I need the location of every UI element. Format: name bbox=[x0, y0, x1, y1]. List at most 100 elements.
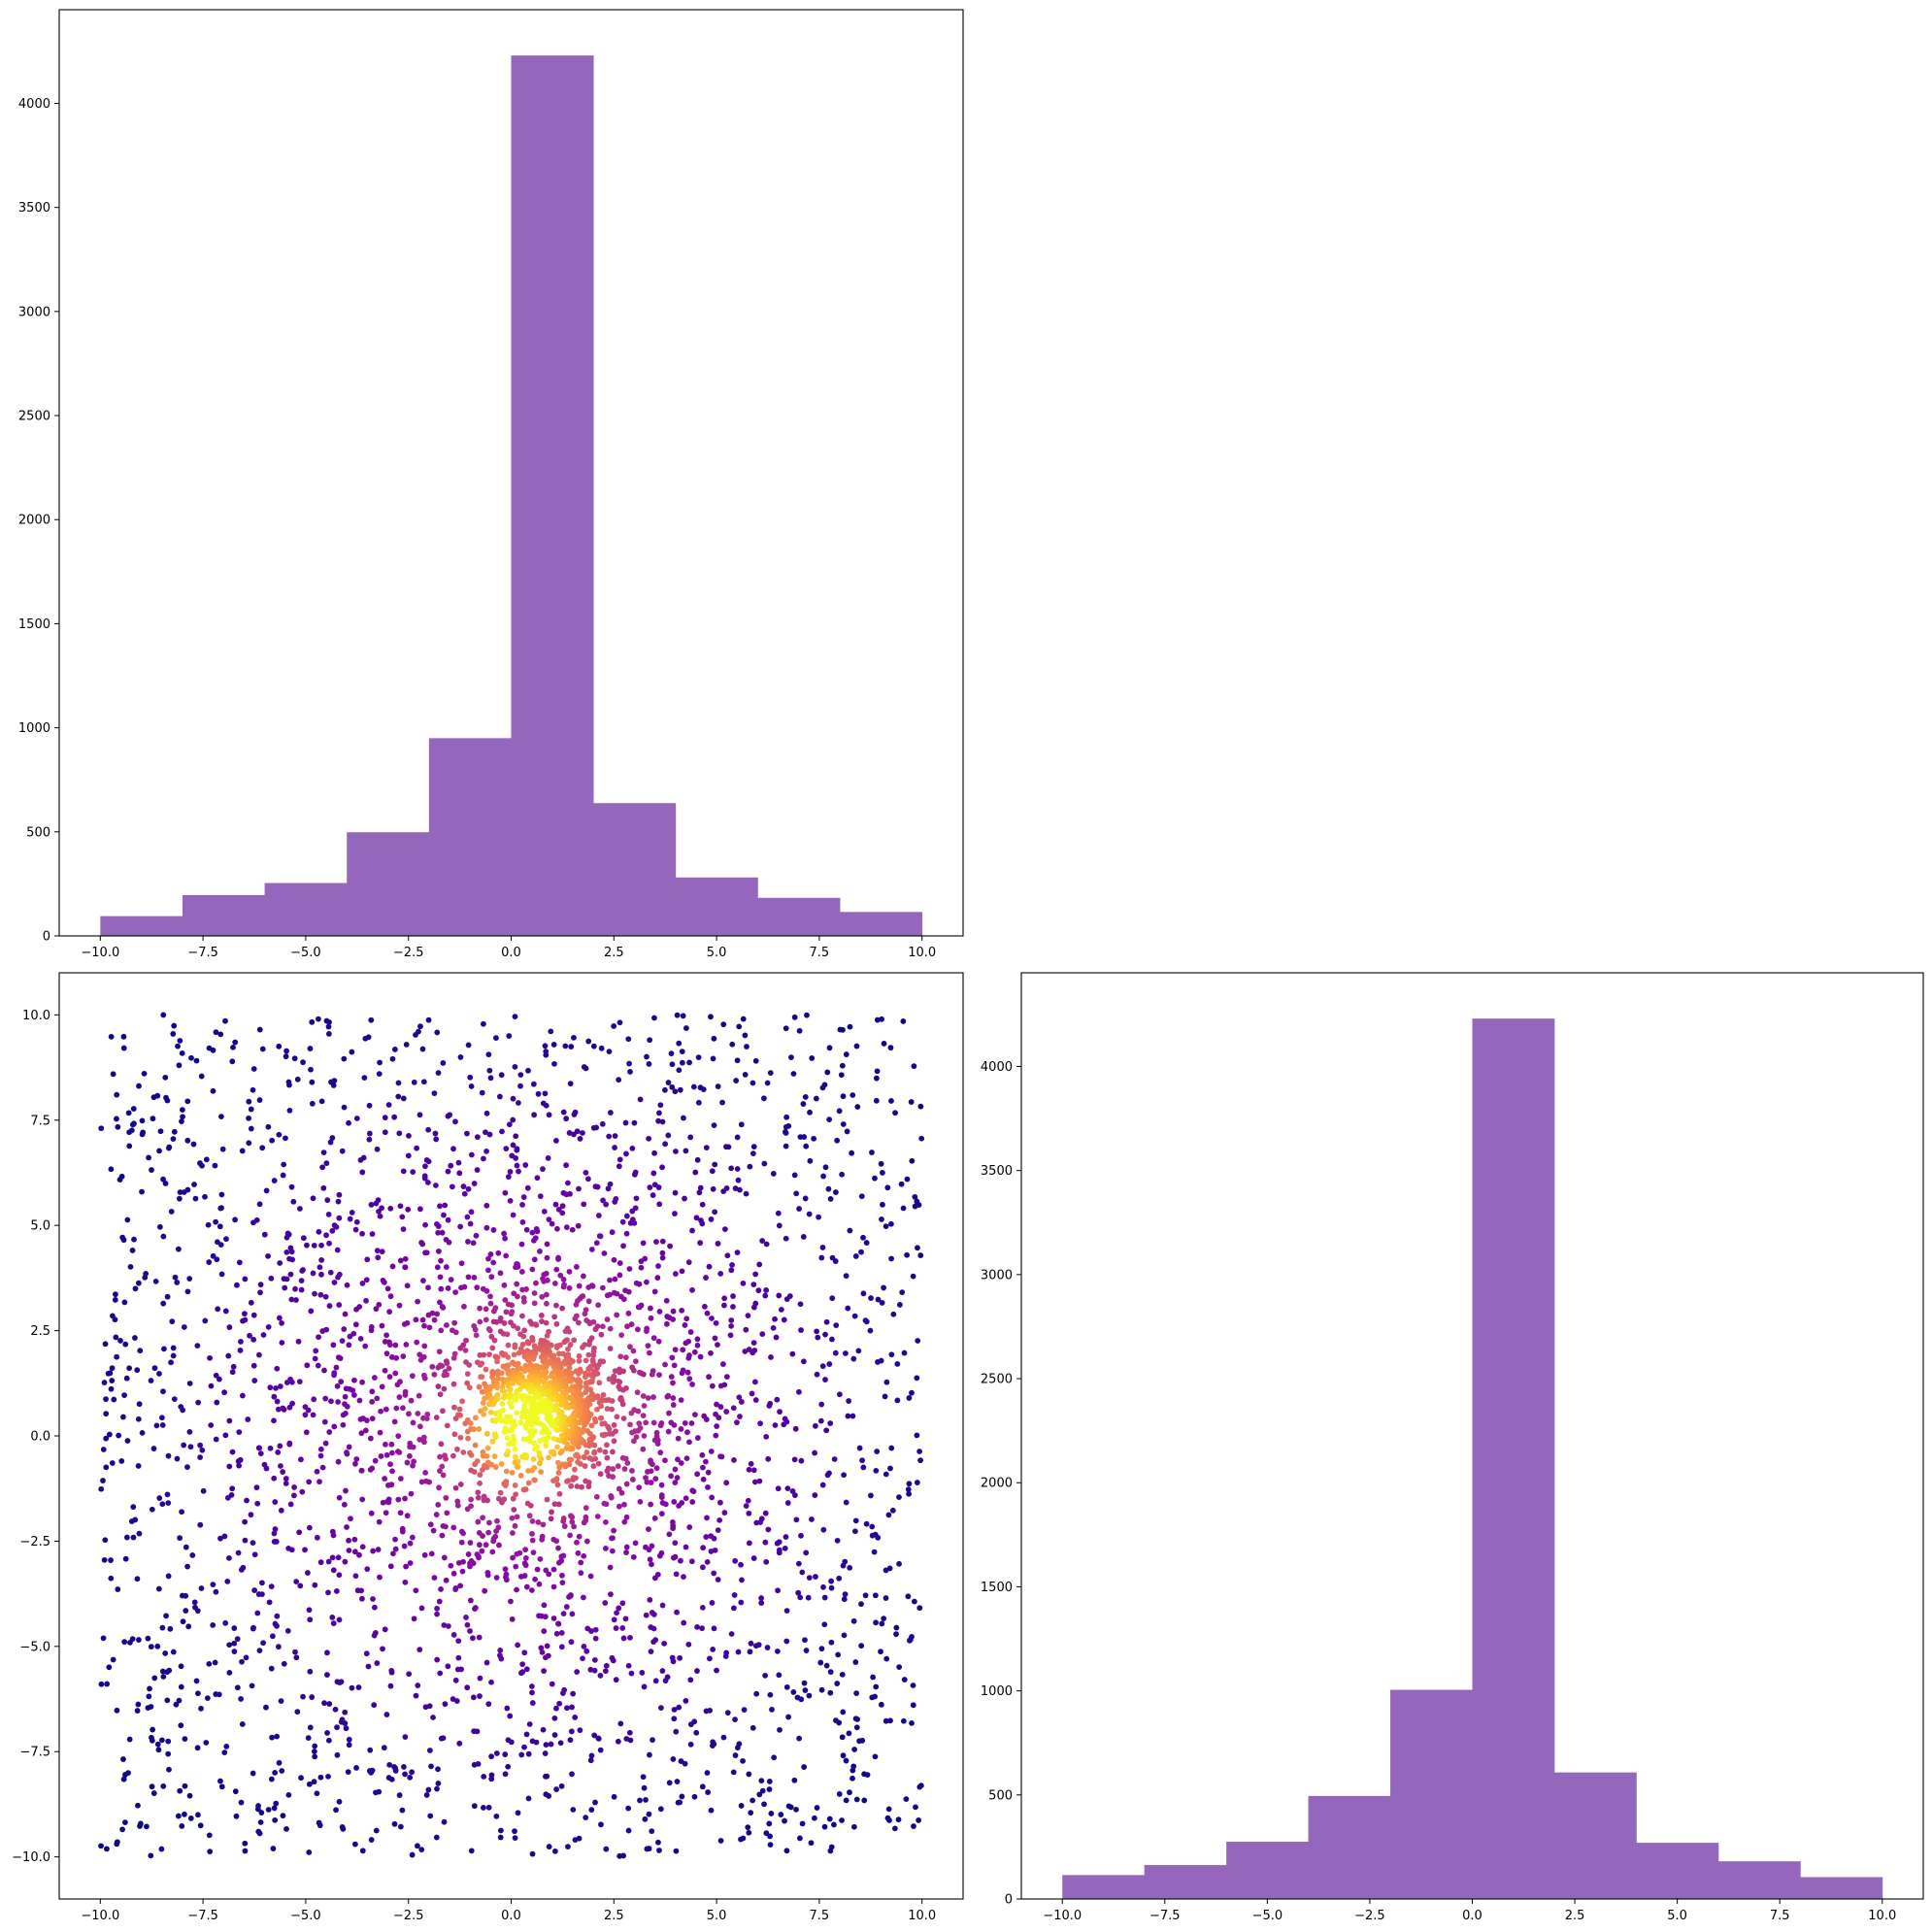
scatter-point bbox=[503, 1146, 510, 1151]
scatter-point bbox=[527, 1388, 534, 1395]
scatter-point bbox=[369, 1398, 376, 1405]
scatter-point bbox=[132, 1335, 138, 1341]
scatter-point bbox=[602, 1600, 609, 1606]
scatter-point bbox=[156, 1495, 163, 1501]
scatter-point bbox=[260, 1640, 266, 1647]
scatter-point bbox=[410, 1419, 416, 1426]
scatter-point bbox=[576, 1282, 583, 1289]
scatter-point bbox=[508, 1404, 515, 1411]
scatter-point bbox=[128, 1127, 135, 1134]
scatter-point bbox=[746, 1510, 752, 1516]
scatter-point bbox=[588, 1807, 595, 1814]
scatter-point bbox=[218, 1271, 225, 1278]
scatter-point bbox=[103, 1435, 110, 1442]
scatter-point bbox=[434, 1264, 441, 1271]
scatter-point bbox=[213, 1029, 219, 1036]
scatter-point bbox=[850, 1763, 857, 1770]
scatter-point bbox=[338, 1379, 345, 1385]
scatter-point bbox=[222, 1619, 229, 1626]
scatter-point bbox=[283, 1476, 289, 1482]
scatter-point bbox=[165, 1452, 172, 1459]
scatter-point bbox=[101, 1380, 108, 1385]
scatter-point bbox=[405, 1206, 412, 1213]
scatter-point bbox=[476, 1426, 483, 1432]
scatter-point bbox=[767, 1842, 774, 1849]
scatter-point bbox=[151, 1365, 158, 1372]
scatter-point bbox=[776, 1547, 783, 1553]
scatter-point bbox=[827, 1689, 834, 1696]
scatter-point bbox=[425, 1158, 432, 1165]
scatter-point bbox=[518, 1241, 525, 1248]
scatter-point bbox=[751, 1479, 758, 1485]
scatter-point bbox=[377, 1429, 383, 1436]
scatter-point bbox=[683, 1340, 689, 1347]
scatter-point bbox=[385, 1102, 392, 1108]
scatter-point bbox=[607, 1564, 614, 1571]
scatter-point bbox=[323, 1232, 329, 1239]
scatter-point bbox=[238, 1696, 245, 1702]
scatter-point bbox=[883, 1595, 889, 1601]
scatter-point bbox=[554, 1482, 561, 1488]
scatter-point bbox=[305, 1735, 312, 1742]
y-tick-label: 2.5 bbox=[30, 1324, 50, 1339]
scatter-point bbox=[670, 1756, 677, 1762]
scatter-point bbox=[746, 1771, 752, 1778]
scatter-point bbox=[500, 1351, 507, 1358]
scatter-point bbox=[743, 1326, 749, 1333]
scatter-point bbox=[672, 1189, 679, 1196]
scatter-point bbox=[242, 1518, 249, 1525]
scatter-point bbox=[477, 1472, 483, 1478]
scatter-point bbox=[513, 1563, 519, 1570]
scatter-point bbox=[697, 1240, 704, 1247]
scatter-point bbox=[317, 1446, 324, 1452]
scatter-point bbox=[699, 1220, 706, 1227]
scatter-point bbox=[359, 1379, 365, 1385]
scatter-point bbox=[326, 1303, 333, 1309]
scatter-point bbox=[437, 1203, 443, 1210]
scatter-point bbox=[306, 1849, 313, 1855]
histogram-bar bbox=[428, 738, 512, 936]
scatter-point bbox=[665, 1428, 672, 1435]
scatter-point bbox=[549, 1220, 555, 1227]
scatter-point bbox=[783, 1296, 790, 1303]
scatter-point bbox=[149, 1167, 154, 1173]
scatter-point bbox=[476, 1383, 483, 1390]
scatter-point bbox=[530, 1549, 537, 1556]
scatter-point bbox=[701, 1413, 708, 1419]
scatter-point bbox=[179, 1509, 185, 1516]
scatter-point bbox=[575, 1319, 582, 1326]
scatter-point bbox=[437, 1468, 443, 1474]
scatter-point bbox=[109, 1378, 116, 1383]
scatter-point bbox=[756, 1478, 763, 1484]
scatter-point bbox=[517, 1419, 524, 1426]
scatter-point bbox=[818, 1254, 825, 1261]
scatter-point bbox=[853, 1690, 860, 1696]
scatter-point bbox=[587, 1757, 594, 1764]
scatter-point bbox=[576, 1352, 583, 1359]
scatter-point bbox=[488, 1753, 494, 1760]
scatter-point bbox=[184, 1563, 190, 1570]
scatter-point bbox=[683, 1316, 690, 1322]
scatter-point bbox=[553, 1476, 560, 1482]
scatter-point bbox=[748, 1810, 754, 1816]
scatter-point bbox=[442, 1452, 448, 1459]
scatter-point bbox=[852, 1517, 859, 1524]
scatter-point bbox=[531, 1477, 538, 1483]
scatter-point bbox=[651, 1437, 658, 1444]
scatter-point bbox=[741, 1707, 748, 1713]
scatter-point bbox=[436, 1598, 443, 1605]
scatter-point bbox=[763, 1241, 770, 1248]
scatter-point bbox=[629, 1477, 636, 1482]
scatter-point bbox=[550, 1396, 556, 1403]
scatter-point bbox=[260, 1332, 267, 1338]
scatter-point bbox=[496, 1093, 503, 1100]
scatter-point bbox=[400, 1226, 407, 1233]
scatter-point bbox=[916, 1605, 923, 1612]
scatter-point bbox=[421, 1175, 428, 1182]
scatter-point bbox=[773, 1334, 780, 1341]
scatter-point bbox=[176, 1697, 183, 1704]
scatter-point bbox=[457, 1582, 464, 1589]
scatter-point bbox=[460, 1558, 466, 1565]
scatter-point bbox=[174, 1280, 181, 1285]
scatter-point bbox=[198, 1705, 204, 1712]
